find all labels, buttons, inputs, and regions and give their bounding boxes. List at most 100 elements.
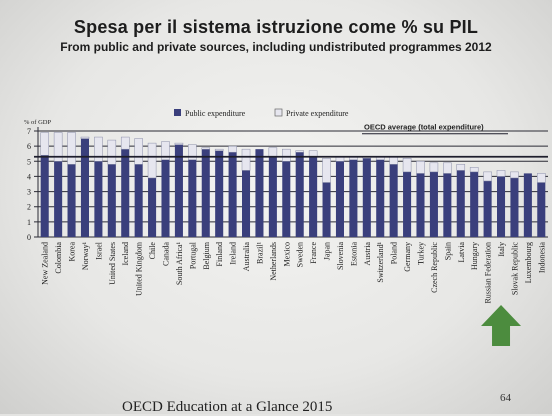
slide-title: Spesa per il sistema istruzione come % s… <box>73 17 479 37</box>
bar-private <box>80 136 90 139</box>
bar-public <box>389 164 398 237</box>
bar-private <box>174 142 184 145</box>
x-tick-label: France <box>309 242 318 264</box>
x-tick-label: Ireland <box>229 242 238 265</box>
bar-public <box>107 164 116 237</box>
bar-private <box>134 138 143 165</box>
y-tick-label: 0 <box>27 233 31 242</box>
bar-private <box>241 148 251 171</box>
legend-label-private: Private expenditure <box>286 109 349 118</box>
x-tick-label: Slovak Republic <box>510 242 519 296</box>
bar-public <box>94 161 103 237</box>
y-tick-label: 6 <box>27 142 31 151</box>
bar-private <box>429 162 439 173</box>
bar-private <box>510 171 519 179</box>
x-tick-label: Indonesia <box>537 242 546 274</box>
slide-subtitle: From public and private sources, includi… <box>60 40 492 54</box>
bar-private <box>268 147 278 157</box>
bar-private <box>228 145 237 153</box>
bar-public <box>470 171 479 237</box>
x-tick-label: Slovenia <box>336 242 345 270</box>
x-tick-label: Austria <box>363 242 372 266</box>
x-tick-label: Netherlands <box>269 242 278 281</box>
bar-public <box>228 152 237 237</box>
bar-private <box>456 164 466 171</box>
x-tick-label: Turkey <box>417 242 426 265</box>
y-tick-label: 5 <box>27 157 31 166</box>
x-tick-label: Switzerland¹ <box>376 241 385 282</box>
bar-public <box>40 155 49 237</box>
bar-private <box>53 132 63 162</box>
x-tick-label: Spain <box>443 242 452 260</box>
bar-public <box>309 156 318 237</box>
x-tick-label: Mexico <box>282 242 291 266</box>
x-tick-label: New Zealand <box>41 242 50 285</box>
bar-public <box>510 177 519 237</box>
bar-public <box>443 173 452 237</box>
highlight-arrow-icon <box>481 305 522 346</box>
x-tick-label: Colombia <box>54 242 63 274</box>
bar-public <box>80 138 89 237</box>
y-tick-label: 2 <box>27 203 31 212</box>
x-tick-label: Estonia <box>349 242 358 266</box>
bar-private <box>94 136 103 162</box>
bar-private <box>67 132 76 165</box>
bar-public <box>497 176 506 237</box>
x-tick-label: Iceland <box>121 242 130 266</box>
x-tick-label: Korea <box>68 242 77 262</box>
x-tick-label: Czech Republic <box>430 242 439 293</box>
bar-private <box>40 132 49 156</box>
x-tick-label: Australia <box>242 242 251 272</box>
legend-swatch-public <box>174 109 181 116</box>
bar-public <box>67 164 76 237</box>
bar-private <box>416 161 425 174</box>
bar-public <box>282 161 291 237</box>
x-tick-label: Belgium <box>202 241 211 269</box>
bar-public <box>148 177 157 237</box>
bar-public <box>54 161 63 237</box>
bar-public <box>121 149 130 237</box>
x-tick-label: Poland <box>390 242 399 264</box>
x-tick-label: Finland <box>215 242 224 266</box>
bar-public <box>456 170 465 237</box>
x-tick-label: Norway¹ <box>81 241 90 270</box>
bar-private <box>402 158 412 173</box>
bar-private <box>282 148 291 162</box>
legend-label-public: Public expenditure <box>185 109 246 118</box>
bar-private <box>120 136 130 150</box>
bar-public <box>362 158 371 237</box>
bar-private <box>214 148 224 151</box>
x-tick-label: Chile <box>148 242 157 260</box>
bar-public <box>215 150 224 237</box>
bar-public <box>429 171 438 237</box>
bar-private <box>161 141 170 161</box>
x-tick-label: Latvia <box>457 242 466 263</box>
bar-private <box>147 142 157 179</box>
x-tick-label: Russian Federation <box>484 242 493 304</box>
bar-private <box>496 170 506 177</box>
bar-public <box>335 161 344 237</box>
bar-private <box>201 147 211 150</box>
footer-text: OECD Education at a Glance 2015 <box>122 399 333 415</box>
bar-private <box>295 150 304 153</box>
bar-public <box>349 159 358 237</box>
x-tick-label: Germany <box>403 242 412 272</box>
bar-public <box>322 182 331 237</box>
x-tick-label: Italy <box>497 242 506 257</box>
y-axis-label: % of GDP <box>24 119 51 126</box>
y-tick-label: 3 <box>27 188 31 197</box>
x-tick-label: Sweden <box>296 242 305 267</box>
bar-public <box>161 159 170 237</box>
y-tick-label: 7 <box>27 127 31 136</box>
x-tick-label: Canada <box>162 242 171 266</box>
y-tick-label: 4 <box>27 172 31 181</box>
bar-public <box>174 144 183 237</box>
bar-public <box>201 149 210 237</box>
bar-private <box>389 156 398 165</box>
x-tick-label: Brazil¹ <box>255 241 264 264</box>
bar-private <box>483 171 492 182</box>
bar-private <box>107 139 117 165</box>
x-tick-label: Japan <box>323 242 332 260</box>
x-tick-label: United States <box>108 242 117 285</box>
